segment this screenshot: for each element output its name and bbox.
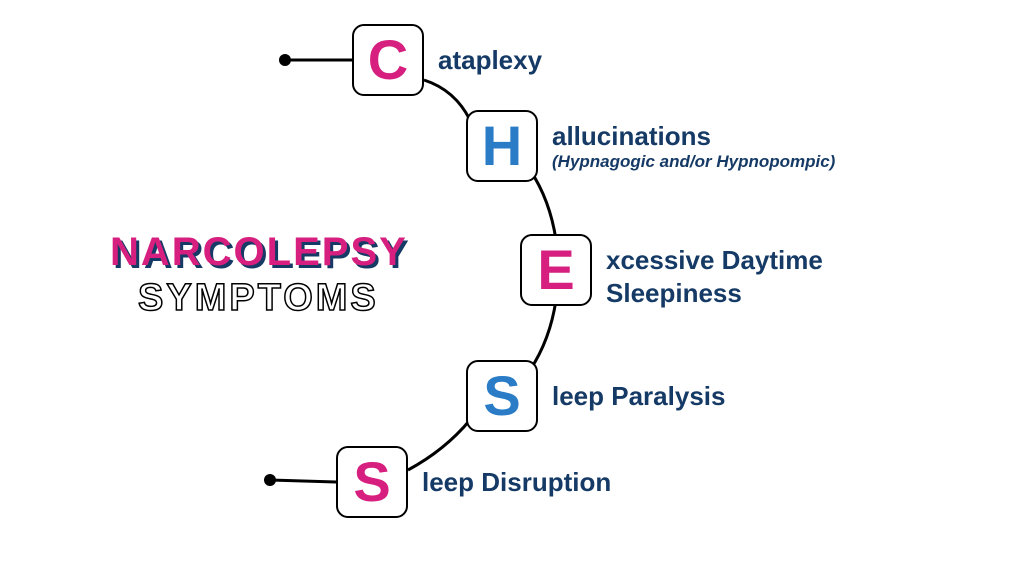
title-main-front: NARCOLEPSY bbox=[110, 230, 408, 274]
start-dot bbox=[279, 54, 291, 66]
end-dot bbox=[264, 474, 276, 486]
tile-letter: S bbox=[353, 454, 390, 510]
tile-s-3: S bbox=[466, 360, 538, 432]
symptom-word-2: xcessive Daytime Sleepiness bbox=[606, 244, 823, 309]
tile-c-0: C bbox=[352, 24, 424, 96]
symptom-word-3: leep Paralysis bbox=[552, 380, 725, 413]
symptom-word-1: allucinations bbox=[552, 120, 711, 153]
tile-letter: E bbox=[537, 242, 574, 298]
symptom-subline-1: (Hypnagogic and/or Hypnopompic) bbox=[552, 152, 835, 172]
tile-e-2: E bbox=[520, 234, 592, 306]
tile-h-1: H bbox=[466, 110, 538, 182]
symptom-word-4: leep Disruption bbox=[422, 466, 611, 499]
tile-letter: C bbox=[368, 32, 408, 88]
tile-letter: H bbox=[482, 118, 522, 174]
tile-letter: S bbox=[483, 368, 520, 424]
title-main: NARCOLEPSY NARCOLEPSY bbox=[110, 230, 408, 275]
symptom-word-0: ataplexy bbox=[438, 44, 542, 77]
tile-s-4: S bbox=[336, 446, 408, 518]
